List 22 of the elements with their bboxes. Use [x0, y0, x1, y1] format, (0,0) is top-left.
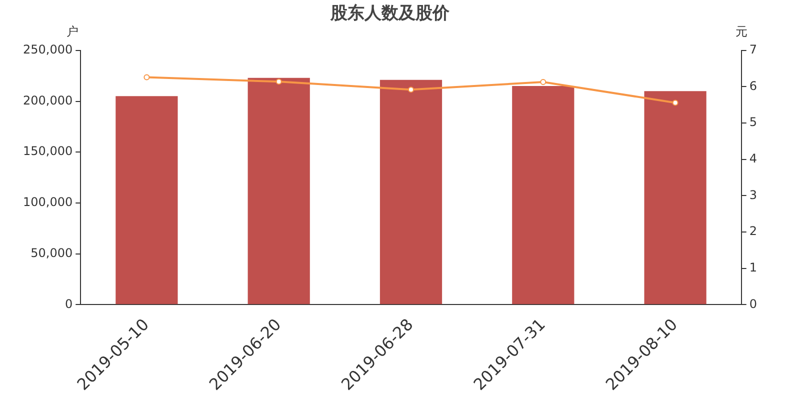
chart-title: 股东人数及股价	[330, 4, 450, 24]
point	[276, 78, 282, 85]
point	[144, 74, 150, 80]
point	[672, 100, 678, 106]
y2-tick-label: 4	[749, 152, 758, 166]
y-tick-label: 50,000	[30, 246, 73, 260]
y-tick-label: 0	[64, 296, 73, 311]
y2-tick-label: 5	[749, 115, 758, 130]
y-tick-label: 150,000	[23, 144, 73, 158]
y-tick-label: 200,000	[23, 93, 73, 108]
y2-axis-title: 元	[735, 24, 748, 39]
y2-tick-label: 6	[749, 78, 758, 93]
point	[408, 86, 414, 93]
y2-tick-label: 0	[749, 296, 758, 311]
y2-tick-label: 1	[749, 260, 758, 274]
y2-tick-label: 7	[749, 42, 758, 57]
point	[540, 79, 546, 86]
y-tick-label: 250,000	[23, 42, 73, 57]
y-tick-label: 100,000	[23, 195, 73, 210]
y-axis-title: 户	[66, 24, 79, 39]
y2-tick-label: 2	[749, 224, 758, 238]
y2-tick-label: 3	[749, 188, 758, 202]
